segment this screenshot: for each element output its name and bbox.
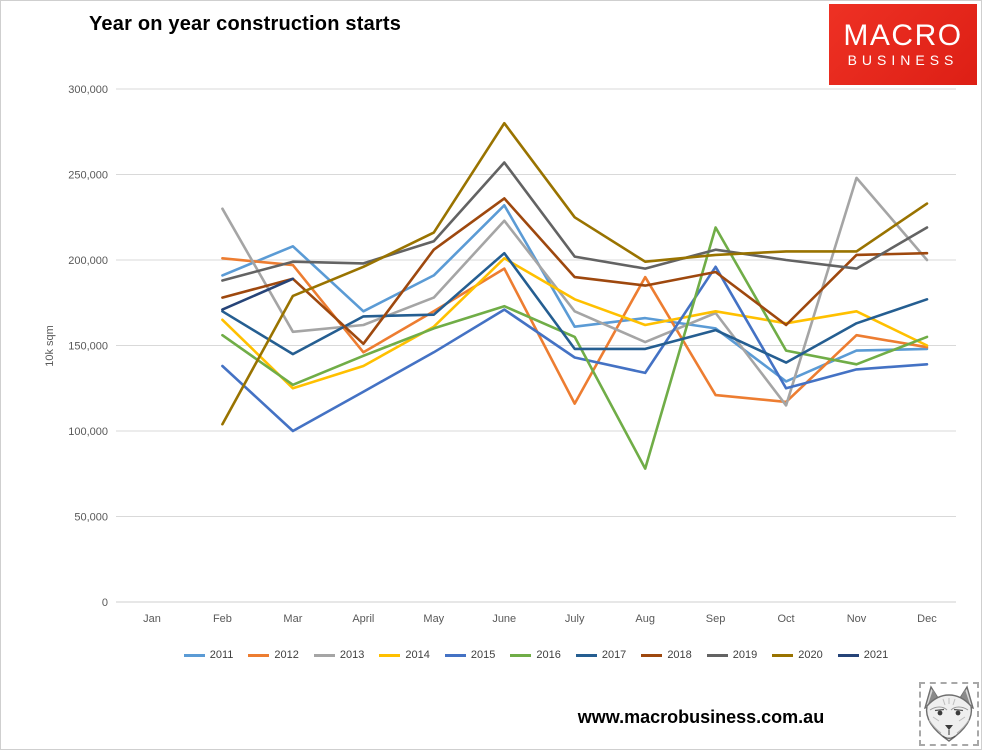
- chart-legend: 2011 2012 2013 2014 2015 2016 2017 2018 2019 2020…: [111, 649, 961, 661]
- x-tick-label: Jan: [143, 613, 161, 625]
- logo-macro-text: MACRO: [843, 18, 963, 52]
- series-line-2015: [221, 265, 929, 433]
- legend-label: 2020: [798, 649, 823, 661]
- series-line-2014: [221, 257, 929, 390]
- y-tick-label: 0: [102, 597, 108, 609]
- legend-swatch-2020: [772, 653, 794, 657]
- x-tick-label: Feb: [213, 613, 232, 625]
- x-tick-label: Nov: [847, 613, 867, 625]
- legend-item-2014: 2014: [379, 649, 430, 661]
- legend-label: 2012: [274, 649, 299, 661]
- x-tick-label: April: [352, 613, 374, 625]
- legend-swatch-2021: [837, 653, 859, 657]
- x-tick-label: Aug: [635, 613, 655, 625]
- x-tick-label: Dec: [917, 613, 937, 625]
- legend-swatch-2015: [444, 653, 466, 657]
- legend-item-2018: 2018: [641, 649, 692, 661]
- series-line-2021: [221, 277, 295, 311]
- y-tick-label: 150,000: [68, 341, 108, 353]
- series-line-2016: [221, 226, 929, 470]
- legend-swatch-2014: [379, 653, 401, 657]
- macrobusiness-logo: MACRO BUSINESS: [829, 4, 977, 85]
- legend-swatch-2018: [641, 653, 663, 657]
- legend-label: 2017: [601, 649, 627, 661]
- y-tick-label: 200,000: [68, 255, 108, 267]
- series-line-2017: [221, 251, 929, 364]
- series-line-2011: [221, 204, 929, 383]
- legend-label: 2016: [536, 649, 561, 661]
- legend-item-2013: 2013: [313, 649, 365, 661]
- legend-item-2016: 2016: [510, 649, 561, 661]
- y-tick-label: 250,000: [68, 170, 108, 182]
- x-tick-label: Oct: [777, 613, 794, 625]
- logo-business-text: BUSINESS: [847, 51, 959, 68]
- legend-label: 2019: [732, 649, 758, 661]
- legend-item-2011: 2011: [183, 649, 234, 661]
- x-tick-label: July: [565, 613, 585, 625]
- legend-label: 2014: [405, 649, 430, 661]
- legend-label: 2015: [470, 649, 496, 661]
- y-tick-label: 50,000: [74, 512, 108, 524]
- x-tick-label: May: [423, 613, 444, 625]
- x-tick-label: June: [492, 613, 516, 625]
- legend-item-2019: 2019: [706, 649, 758, 661]
- y-tick-label: 100,000: [68, 426, 108, 438]
- legend-item-2017: 2017: [575, 649, 627, 661]
- series-line-2020: [221, 121, 929, 426]
- legend-swatch-2017: [575, 653, 597, 657]
- legend-swatch-2011: [183, 653, 205, 657]
- legend-item-2020: 2020: [772, 649, 823, 661]
- series-line-2013: [221, 176, 929, 407]
- fox-sketch-icon: [923, 685, 975, 742]
- legend-swatch-2016: [510, 653, 532, 657]
- legend-label: 2021: [863, 649, 889, 661]
- legend-label: 2011: [209, 649, 234, 661]
- website-url: www.macrobusiness.com.au: [577, 707, 825, 727]
- legend-swatch-2019: [706, 653, 728, 657]
- legend-label: 2013: [339, 649, 365, 661]
- chart-title: Year on year construction starts: [89, 13, 402, 35]
- x-tick-label: Sep: [706, 613, 726, 625]
- fox-logo: [919, 682, 979, 746]
- legend-label: 2018: [667, 649, 692, 661]
- x-tick-label: Mar: [283, 613, 302, 625]
- series-line-2019: [221, 161, 929, 282]
- legend-swatch-2013: [313, 653, 335, 657]
- series-line-2018: [221, 197, 929, 346]
- y-axis-label: 10k sqm: [44, 325, 56, 367]
- legend-swatch-2012: [248, 653, 270, 657]
- legend-item-2021: 2021: [837, 649, 889, 661]
- legend-item-2015: 2015: [444, 649, 496, 661]
- line-chart-plot: 0 50,000 100,000 150,000 200,000 250,000 300,0…: [44, 84, 956, 625]
- y-tick-label: 300,000: [68, 84, 108, 96]
- legend-item-2012: 2012: [248, 649, 299, 661]
